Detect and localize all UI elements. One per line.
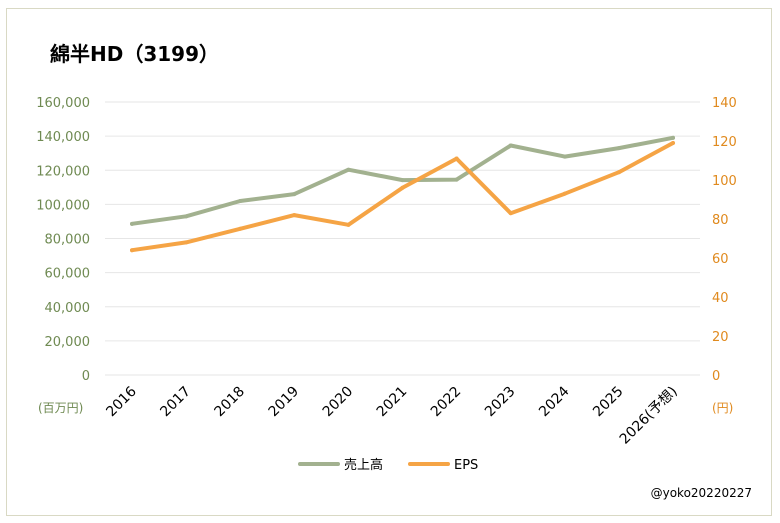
right-axis-tick-label: 20 [712, 330, 729, 345]
gridlines [105, 101, 700, 376]
x-axis-tick-label: 2016 [103, 383, 140, 420]
right-axis-tick-label: 0 [712, 369, 720, 384]
data-point [184, 214, 189, 219]
left-axis-tick-label: 160,000 [36, 96, 90, 111]
left-axis-tick-label: 120,000 [36, 164, 90, 179]
left-axis-tick-label: 20,000 [45, 335, 91, 350]
data-point [670, 140, 675, 145]
series-lines [130, 135, 675, 253]
right-axis-tick-label: 120 [712, 135, 737, 150]
x-axis-tick-label: 2023 [482, 384, 519, 421]
right-axis-unit: (円) [712, 401, 733, 415]
x-axis-tick-label: 2020 [320, 384, 357, 421]
chart-title: 綿半HD（3199） [50, 42, 220, 66]
left-axis-tick-label: 80,000 [45, 233, 91, 248]
right-axis-tick-label: 40 [712, 291, 729, 306]
legend-label: EPS [454, 458, 478, 473]
chart-frame [6, 8, 772, 516]
data-point [130, 221, 135, 226]
x-axis-tick-label: 2024 [536, 383, 573, 420]
left-axis-tick-label: 140,000 [36, 130, 90, 145]
data-point [292, 213, 297, 218]
legend: 売上高 EPS [298, 457, 478, 473]
legend-label: 売上高 [344, 457, 383, 473]
x-axis-tick-label: 2018 [212, 384, 249, 421]
left-axis-unit: (百万円) [38, 401, 83, 415]
data-point [670, 135, 675, 140]
data-point [616, 146, 621, 151]
right-axis-ticks: 0 20 40 60 80 100 120 140 [712, 96, 737, 384]
data-point [454, 177, 459, 182]
left-axis-ticks: 0 20,000 40,000 60,000 80,000 100,000 120,000 1… [36, 96, 90, 384]
data-point [292, 192, 297, 197]
x-axis-ticks: 2016 2017 2018 2019 2020 2021 2022 2023 2024 2025… [103, 383, 680, 447]
right-axis-tick-label: 100 [712, 174, 737, 189]
axis-units: (百万円) (円) [38, 401, 733, 415]
x-axis-tick-label: 2017 [157, 384, 194, 421]
series-line-eps [130, 141, 675, 253]
x-axis-tick-label: 2021 [374, 384, 411, 421]
left-axis-tick-label: 100,000 [36, 198, 90, 213]
data-point [238, 226, 243, 231]
data-point [346, 222, 351, 227]
left-axis-tick-label: 40,000 [45, 301, 91, 316]
data-point [346, 167, 351, 172]
data-point [400, 185, 405, 190]
data-point [454, 156, 459, 161]
data-point [184, 240, 189, 245]
right-axis-tick-label: 140 [712, 96, 737, 111]
data-point [508, 143, 513, 148]
data-point [562, 154, 567, 159]
data-point [562, 191, 567, 196]
x-axis-tick-label: 2026(予想) [617, 384, 681, 448]
left-axis-tick-label: 0 [82, 369, 90, 384]
data-point [508, 211, 513, 216]
x-axis-tick-label: 2025 [590, 384, 627, 421]
credit-text: @yoko20220227 [650, 486, 752, 500]
right-axis-tick-label: 80 [712, 213, 729, 228]
data-point [238, 198, 243, 203]
left-axis-tick-label: 60,000 [45, 267, 91, 282]
data-point [616, 170, 621, 175]
data-point [400, 178, 405, 183]
x-axis-tick-label: 2019 [266, 384, 303, 421]
x-axis-tick-label: 2022 [428, 384, 465, 421]
right-axis-tick-label: 60 [712, 252, 729, 267]
data-point [130, 248, 135, 253]
